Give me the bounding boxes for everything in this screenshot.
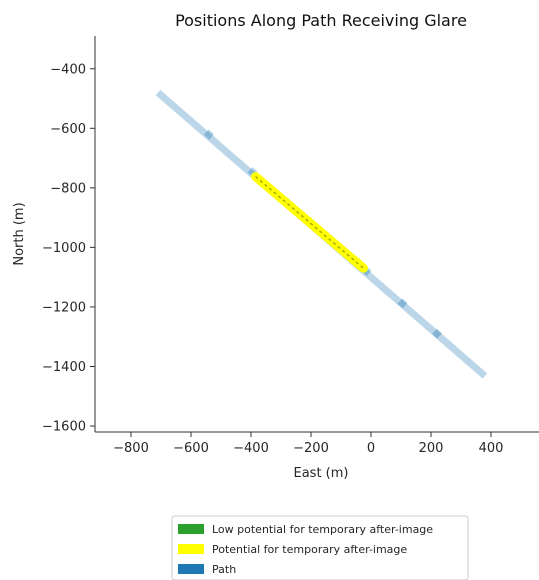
x-ticks: −800 −600 −400 −200 0 200 400 (113, 432, 503, 456)
potential-series (251, 172, 368, 273)
y-tick-label: −1000 (42, 241, 86, 256)
legend-label: Path (212, 563, 236, 576)
path-vertex-marker (204, 129, 214, 140)
chart-title: Positions Along Path Receiving Glare (175, 11, 467, 30)
legend-swatch (178, 544, 204, 554)
x-tick-label: −200 (293, 441, 329, 456)
legend-frame (171, 515, 469, 580)
legend-swatch (178, 564, 204, 574)
y-axis-label: North (m) (12, 202, 27, 265)
y-tick-label: −400 (50, 62, 86, 77)
y-tick-label: −1200 (42, 300, 86, 315)
x-tick-label: 0 (367, 441, 375, 456)
x-tick-label: −400 (233, 441, 269, 456)
x-tick-label: 200 (419, 441, 444, 456)
legend-label: Potential for temporary after-image (212, 543, 407, 556)
legend: Low potential for temporary after-image P… (171, 515, 469, 580)
legend-label: Low potential for temporary after-image (212, 523, 433, 536)
path-vertex-marker (432, 328, 442, 339)
y-tick-label: −600 (50, 122, 86, 137)
legend-swatch (178, 524, 204, 534)
y-tick-label: −800 (50, 181, 86, 196)
y-tick-label: −1600 (42, 420, 86, 435)
x-axis-label: East (m) (294, 466, 349, 481)
y-ticks: −1600 −1400 −1200 −1000 −800 −600 −400 (42, 62, 95, 435)
x-tick-label: 400 (479, 441, 504, 456)
y-tick-label: −1400 (42, 360, 86, 375)
potential-glare-segment (251, 172, 368, 273)
x-tick-label: −600 (173, 441, 209, 456)
path-vertex-marker (397, 298, 408, 309)
x-tick-label: −800 (113, 441, 149, 456)
plot-area (94, 36, 539, 433)
